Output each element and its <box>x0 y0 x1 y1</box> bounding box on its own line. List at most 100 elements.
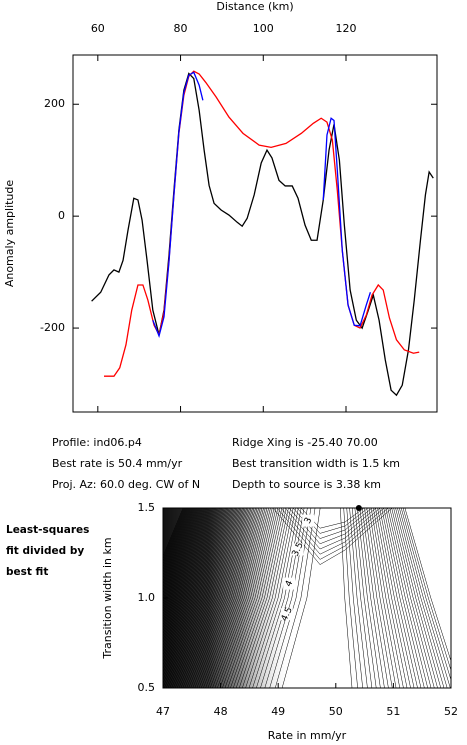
series-line <box>322 117 372 327</box>
x-axis-label: Rate in mm/yr <box>268 729 347 742</box>
x-tick-label: 49 <box>271 705 285 718</box>
info-text: Best rate is 50.4 mm/yr <box>52 457 183 470</box>
contour-line <box>163 508 216 641</box>
contour-line <box>163 508 225 666</box>
contour-line <box>280 508 385 555</box>
contour-line <box>163 508 204 613</box>
series-line <box>152 71 204 338</box>
contour-line <box>368 508 401 688</box>
contour-line <box>361 508 389 688</box>
contour-label-bg <box>302 514 315 527</box>
contour-line <box>284 508 381 550</box>
contour-line <box>163 508 189 571</box>
x-tick-label: 47 <box>156 705 170 718</box>
contour-line <box>163 508 185 560</box>
contour-line <box>400 508 451 681</box>
series-line <box>104 70 420 377</box>
contour-line <box>164 508 234 688</box>
x-tick-label: 120 <box>336 22 357 35</box>
contour-line <box>163 508 226 670</box>
contour-line <box>163 508 196 591</box>
contour-line <box>163 508 211 629</box>
y-tick-label: -200 <box>40 321 65 334</box>
side-label: Least-squares <box>6 524 89 536</box>
x-tick-label: 80 <box>174 22 188 35</box>
contour-line <box>260 508 305 688</box>
contour-line <box>163 508 217 644</box>
info-text: Profile: ind06.p4 <box>52 436 142 449</box>
contour-line <box>163 508 233 688</box>
x-tick-label: 100 <box>253 22 274 35</box>
contour-line <box>354 508 377 688</box>
profile-chart: 60 80 100 120 -200 0 200 Distance (km) Anomaly a… <box>3 0 438 413</box>
info-block: Profile: ind06.p4 Best rate is 50.4 mm/yr… <box>6 436 400 578</box>
contour-line <box>222 508 277 688</box>
contour-line <box>364 508 393 688</box>
contour-line <box>163 508 197 594</box>
contour-chart: 33.544.5 47 48 49 50 51 52 0.5 1.0 1.5 Rate in mm/… <box>101 501 458 742</box>
contour-line <box>235 508 287 688</box>
contour-line <box>174 508 242 688</box>
series-line <box>91 72 434 397</box>
contour-line <box>269 508 312 688</box>
contour-line <box>377 508 415 688</box>
contour-line <box>346 508 363 688</box>
contour-line <box>402 508 451 672</box>
contour-line <box>352 508 373 688</box>
y-tick-label: 1.0 <box>138 591 156 604</box>
contour-line <box>219 508 275 688</box>
contour-line <box>163 508 220 653</box>
contour-line <box>165 508 235 688</box>
contour-line <box>393 508 442 688</box>
contour-line <box>163 508 221 656</box>
x-tick-label: 51 <box>386 705 400 718</box>
contour-line <box>397 508 448 688</box>
contour-line <box>252 508 299 688</box>
contour-label-bg <box>291 543 304 556</box>
x-axis-label: Distance (km) <box>216 0 293 13</box>
contour-line <box>163 508 228 673</box>
contour-line <box>163 508 186 563</box>
contour-line <box>163 508 187 566</box>
contour-line <box>389 508 435 688</box>
contour-line <box>370 508 404 688</box>
contour-line <box>212 508 269 688</box>
info-text: Proj. Az: 60.0 deg. CW of N <box>52 478 200 491</box>
contour-line <box>375 508 411 688</box>
contour-line <box>163 508 206 615</box>
contour-line <box>272 508 393 565</box>
contour-line <box>163 508 203 610</box>
contour-line <box>163 508 193 582</box>
contour-line <box>186 508 250 688</box>
x-tick-label: 60 <box>91 22 105 35</box>
contour-line <box>192 508 255 688</box>
y-tick-label: 200 <box>44 97 65 110</box>
contour-line <box>163 508 191 577</box>
contour-line <box>238 508 289 688</box>
contour-line <box>188 508 252 688</box>
contour-line <box>227 508 281 688</box>
contour-line <box>196 508 258 688</box>
info-text: Best transition width is 1.5 km <box>232 457 400 470</box>
contour-line <box>163 508 198 598</box>
contour-line <box>245 508 294 688</box>
contour-line <box>163 508 231 684</box>
info-text: Ridge Xing is -25.40 70.00 <box>232 436 378 449</box>
contour-line <box>357 508 381 688</box>
contour-line <box>373 508 408 688</box>
contour-line <box>182 508 247 688</box>
contour-line <box>379 508 418 688</box>
series-layer <box>91 70 434 397</box>
side-label: fit divided by <box>6 545 84 557</box>
contour-line <box>349 508 368 688</box>
contour-line <box>399 508 451 688</box>
contour-line <box>163 508 229 677</box>
contour-line <box>248 508 296 688</box>
x-tick-label: 48 <box>214 705 228 718</box>
contour-line <box>359 508 385 688</box>
contour-line <box>184 508 249 688</box>
plot-frame <box>72 54 438 413</box>
y-tick-label: 0.5 <box>138 681 156 694</box>
contour-line <box>366 508 397 688</box>
contour-line <box>404 508 451 662</box>
